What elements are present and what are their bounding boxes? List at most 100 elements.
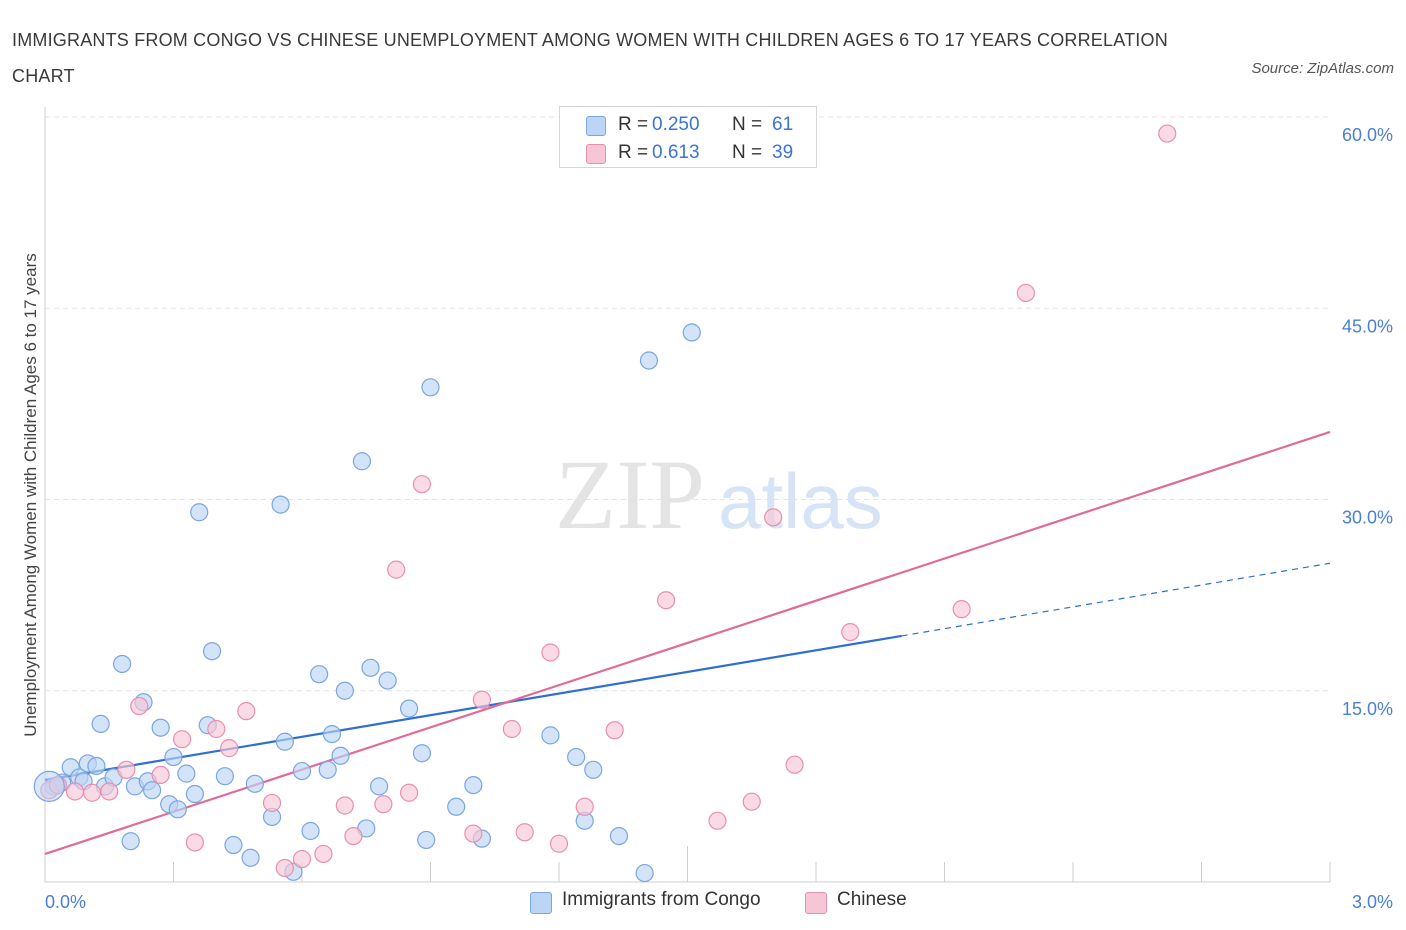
watermark-zip: ZIP (555, 439, 705, 550)
congo-point-53 (567, 747, 586, 767)
chart-source: Source: ZipAtlas.com (1251, 60, 1394, 77)
bottom-legend-label-congo: Immigrants from Congo (562, 889, 761, 910)
legend-swatch-congo (586, 116, 606, 136)
congo-point-48 (421, 378, 440, 397)
chinese-point-19 (374, 795, 393, 814)
chinese-point-38 (1016, 283, 1035, 303)
congo-cluster-point (33, 770, 65, 802)
congo-point-18 (164, 747, 183, 767)
congo-point-27 (241, 848, 260, 867)
congo-point-32 (271, 495, 290, 514)
chinese-point-16 (314, 844, 333, 864)
y-tick-label-1: 30.0% (1342, 508, 1393, 528)
chinese-point-3 (83, 783, 102, 802)
chinese-point-12 (237, 702, 256, 721)
chart-title: IMMIGRANTS FROM CONGO VS CHINESE UNEMPLO… (12, 30, 1168, 86)
chinese-point-32 (708, 811, 727, 830)
chinese-point-37 (952, 600, 971, 619)
chinese-point-22 (412, 475, 432, 494)
y-tick-label-2: 45.0% (1342, 316, 1393, 336)
chinese-point-20 (387, 560, 406, 579)
chinese-point-34 (764, 508, 783, 527)
congo-point-22 (190, 503, 209, 522)
chinese-point-30 (605, 721, 624, 740)
congo-point-44 (378, 671, 397, 690)
congo-point-45 (399, 699, 419, 718)
bottom-legend-chinese: Chinese (805, 889, 945, 915)
chinese-point-26 (515, 823, 534, 842)
congo-point-42 (361, 658, 380, 677)
bottom-legend-congo: Immigrants from Congo (530, 889, 790, 915)
congo-point-59 (682, 323, 701, 342)
chinese-point-33 (742, 792, 761, 811)
congo-point-50 (464, 775, 483, 795)
congo-point-35 (310, 665, 329, 684)
axes-layer (44, 107, 1331, 883)
congo-point-49 (447, 797, 466, 816)
chinese-point-28 (549, 834, 569, 853)
congo-point-52 (541, 726, 560, 745)
chinese-point-24 (472, 690, 491, 709)
congo-point-33 (292, 761, 312, 781)
chinese-point-29 (575, 797, 594, 816)
congo-point-24 (202, 642, 222, 661)
legend-n-label-congo: N = (732, 114, 763, 135)
legend-n-value-congo: 61 (772, 114, 794, 135)
chinese-point-23 (464, 824, 483, 843)
legend-r-value-chinese: 0.613 (652, 142, 700, 163)
congo-point-39 (335, 681, 354, 700)
legend-r-value-congo: 0.250 (652, 114, 700, 135)
legend-r-label-congo: R = (618, 114, 649, 135)
congo-point-58 (635, 863, 654, 883)
bottom-legend-label-chinese: Chinese (837, 889, 907, 910)
congo-point-36 (318, 760, 337, 779)
chinese-point-35 (785, 755, 804, 774)
congo-point-16 (151, 718, 170, 737)
congo-point-30 (275, 732, 294, 751)
legend-swatch-chinese (586, 144, 606, 164)
chinese-point-27 (541, 643, 560, 662)
chinese-point-9 (185, 833, 205, 852)
congo-point-7 (91, 714, 110, 734)
congo-point-28 (245, 774, 264, 793)
congo-point-10 (112, 654, 132, 674)
congo-point-26 (224, 835, 243, 855)
congo-point-11 (121, 832, 140, 851)
congo-point-6 (87, 756, 106, 776)
bottom-legend-swatch-chinese (805, 892, 827, 914)
congo-point-56 (609, 826, 629, 846)
chinese-point-4 (100, 782, 119, 801)
legend-n-value-chinese: 39 (772, 142, 794, 163)
x-tick-label-0: 0.0% (45, 892, 86, 912)
congo-point-34 (301, 821, 320, 841)
grid-layer (45, 116, 1330, 692)
chinese-point-10 (207, 719, 226, 739)
chinese-point-18 (344, 826, 363, 846)
congo-trendline-extension (901, 562, 1331, 637)
chinese-point-5 (117, 760, 136, 779)
congo-point-57 (639, 351, 659, 370)
chinese-point-13 (262, 793, 282, 813)
congo-trendline (44, 634, 902, 782)
chinese-point-6 (130, 696, 149, 716)
points-layer (33, 124, 1177, 883)
x-tick-label-1: 3.0% (1352, 892, 1393, 912)
bottom-legend-swatch-congo (530, 892, 552, 914)
chinese-point-8 (172, 730, 192, 749)
watermark-atlas: atlas (718, 457, 883, 545)
chinese-point-15 (292, 849, 312, 869)
chinese-point-36 (841, 622, 860, 642)
watermark: ZIP atlas (555, 439, 883, 550)
y-tick-label-0: 15.0% (1342, 699, 1393, 719)
legend-r-label-chinese: R = (618, 142, 649, 163)
congo-point-43 (370, 777, 389, 796)
congo-point-46 (412, 744, 432, 763)
legend: R = 0.250 N = 61 R = 0.613 N = 39 (559, 106, 817, 168)
congo-point-25 (215, 767, 234, 786)
legend-n-label-chinese: N = (732, 142, 763, 163)
chinese-point-21 (399, 783, 419, 802)
congo-point-37 (322, 724, 342, 744)
chinese-point-14 (275, 858, 294, 878)
congo-point-15 (142, 781, 162, 800)
